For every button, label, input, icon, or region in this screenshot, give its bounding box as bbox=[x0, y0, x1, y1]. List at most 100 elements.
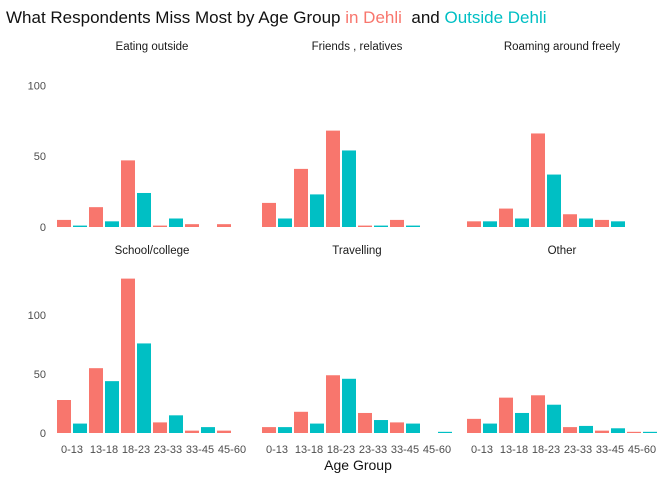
bar-out-33-45 bbox=[201, 427, 215, 433]
bar-out-33-45 bbox=[611, 221, 625, 227]
bar-in-23-33 bbox=[153, 422, 167, 433]
bar-in-18-23 bbox=[121, 160, 135, 227]
bar-in-0-13 bbox=[262, 202, 276, 227]
y-tick-label: 0 bbox=[40, 222, 46, 234]
x-tick-label: 0-13 bbox=[61, 444, 83, 456]
bar-in-45-60 bbox=[627, 431, 641, 433]
bar-in-0-13 bbox=[467, 418, 481, 433]
bar-in-33-45 bbox=[595, 430, 609, 433]
bar-out-18-23 bbox=[547, 404, 561, 433]
bar-in-18-23 bbox=[531, 133, 545, 227]
y-tick-label: 100 bbox=[28, 310, 46, 322]
bar-in-33-45 bbox=[185, 224, 199, 227]
x-tick-label: 45-60 bbox=[218, 444, 246, 456]
x-tick-label: 23-33 bbox=[154, 444, 182, 456]
panel-0: Eating outside 0 50 100 bbox=[28, 41, 231, 234]
chart-title: What Respondents Miss Most by Age Group … bbox=[6, 8, 547, 27]
bar-out-18-23 bbox=[342, 378, 356, 433]
bar-out-18-23 bbox=[342, 150, 356, 227]
bar-in-33-45 bbox=[595, 219, 609, 227]
panel-4: Travelling 0-13 13-18 18-23 23-33 33-45 45-60 bbox=[262, 245, 452, 456]
bar-in-23-33 bbox=[153, 225, 167, 227]
bar-in-45-60 bbox=[217, 224, 231, 227]
x-tick-label: 18-23 bbox=[532, 444, 560, 456]
bar-in-13-18 bbox=[294, 168, 308, 227]
bar-out-13-18 bbox=[515, 218, 529, 227]
y-tick-label: 50 bbox=[34, 369, 46, 381]
bar-in-0-13 bbox=[57, 219, 71, 227]
bar-out-23-33 bbox=[374, 225, 388, 227]
bar-out-18-23 bbox=[137, 343, 151, 433]
bar-in-13-18 bbox=[89, 368, 103, 433]
bar-out-0-13 bbox=[278, 218, 292, 227]
bar-out-33-45 bbox=[611, 428, 625, 433]
panel-2: Roaming around freely bbox=[467, 41, 625, 227]
bar-out-45-60 bbox=[643, 431, 657, 433]
x-tick-label: 13-18 bbox=[500, 444, 528, 456]
bar-out-0-13 bbox=[483, 221, 497, 227]
bar-out-0-13 bbox=[73, 423, 87, 433]
bar-in-0-13 bbox=[467, 221, 481, 227]
bar-out-45-60 bbox=[438, 431, 452, 433]
x-tick-label: 13-18 bbox=[90, 444, 118, 456]
bar-in-23-33 bbox=[563, 427, 577, 433]
x-tick-label: 0-13 bbox=[266, 444, 288, 456]
bar-in-33-45 bbox=[185, 430, 199, 433]
bar-out-23-33 bbox=[374, 420, 388, 433]
bar-in-23-33 bbox=[563, 214, 577, 227]
bar-out-0-13 bbox=[483, 423, 497, 433]
bar-in-18-23 bbox=[326, 130, 340, 227]
x-tick-label: 33-45 bbox=[596, 444, 624, 456]
bar-in-23-33 bbox=[358, 412, 372, 433]
bar-in-13-18 bbox=[89, 207, 103, 227]
title-in-dehli: in Dehli bbox=[345, 8, 402, 27]
bar-out-23-33 bbox=[169, 218, 183, 227]
bar-out-13-18 bbox=[515, 412, 529, 433]
x-tick-label: 45-60 bbox=[628, 444, 656, 456]
bar-out-33-45 bbox=[406, 423, 420, 433]
bar-out-13-18 bbox=[310, 423, 324, 433]
x-tick-label: 13-18 bbox=[295, 444, 323, 456]
bar-in-0-13 bbox=[57, 400, 71, 433]
x-tick-label: 45-60 bbox=[423, 444, 451, 456]
bar-in-13-18 bbox=[294, 411, 308, 433]
panel-1: Friends , relatives bbox=[262, 41, 420, 227]
panel-title: Other bbox=[548, 245, 577, 257]
panel-3: School/college 0 50 100 0-13 13-18 18-23 23-33 3… bbox=[28, 245, 246, 456]
bar-in-18-23 bbox=[531, 395, 545, 433]
x-tick-label: 18-23 bbox=[327, 444, 355, 456]
bar-in-33-45 bbox=[390, 422, 404, 433]
bar-out-0-13 bbox=[278, 427, 292, 433]
bar-in-0-13 bbox=[262, 427, 276, 433]
bar-out-23-33 bbox=[579, 218, 593, 227]
bar-out-33-45 bbox=[406, 225, 420, 227]
x-axis-label: Age Group bbox=[324, 457, 392, 473]
x-tick-label: 23-33 bbox=[359, 444, 387, 456]
panel-title: Travelling bbox=[332, 245, 381, 257]
chart-panels: Eating outside 0 50 100 Friends , relatives R… bbox=[28, 41, 657, 456]
panel-title: Friends , relatives bbox=[312, 41, 403, 53]
bar-out-23-33 bbox=[579, 425, 593, 433]
panel-title: Eating outside bbox=[116, 41, 189, 53]
y-tick-label: 0 bbox=[40, 428, 46, 440]
bar-out-0-13 bbox=[73, 225, 87, 227]
bar-in-13-18 bbox=[499, 208, 513, 227]
y-tick-label: 100 bbox=[28, 80, 46, 92]
x-tick-label: 18-23 bbox=[122, 444, 150, 456]
bar-in-13-18 bbox=[499, 397, 513, 433]
bar-in-45-60 bbox=[217, 430, 231, 433]
panel-5: Other 0-13 13-18 18-23 23-33 33-45 45-60 bbox=[467, 245, 657, 456]
x-tick-label: 33-45 bbox=[186, 444, 214, 456]
x-tick-label: 23-33 bbox=[564, 444, 592, 456]
y-tick-label: 50 bbox=[34, 151, 46, 163]
panel-title: School/college bbox=[115, 245, 190, 257]
bar-in-23-33 bbox=[358, 225, 372, 227]
bar-out-13-18 bbox=[310, 194, 324, 227]
bar-out-13-18 bbox=[105, 381, 119, 433]
title-outside-dehli: Outside Dehli bbox=[444, 8, 546, 27]
bar-in-18-23 bbox=[121, 278, 135, 433]
title-middle: and bbox=[402, 8, 445, 27]
bar-out-13-18 bbox=[105, 221, 119, 227]
x-tick-label: 0-13 bbox=[471, 444, 493, 456]
